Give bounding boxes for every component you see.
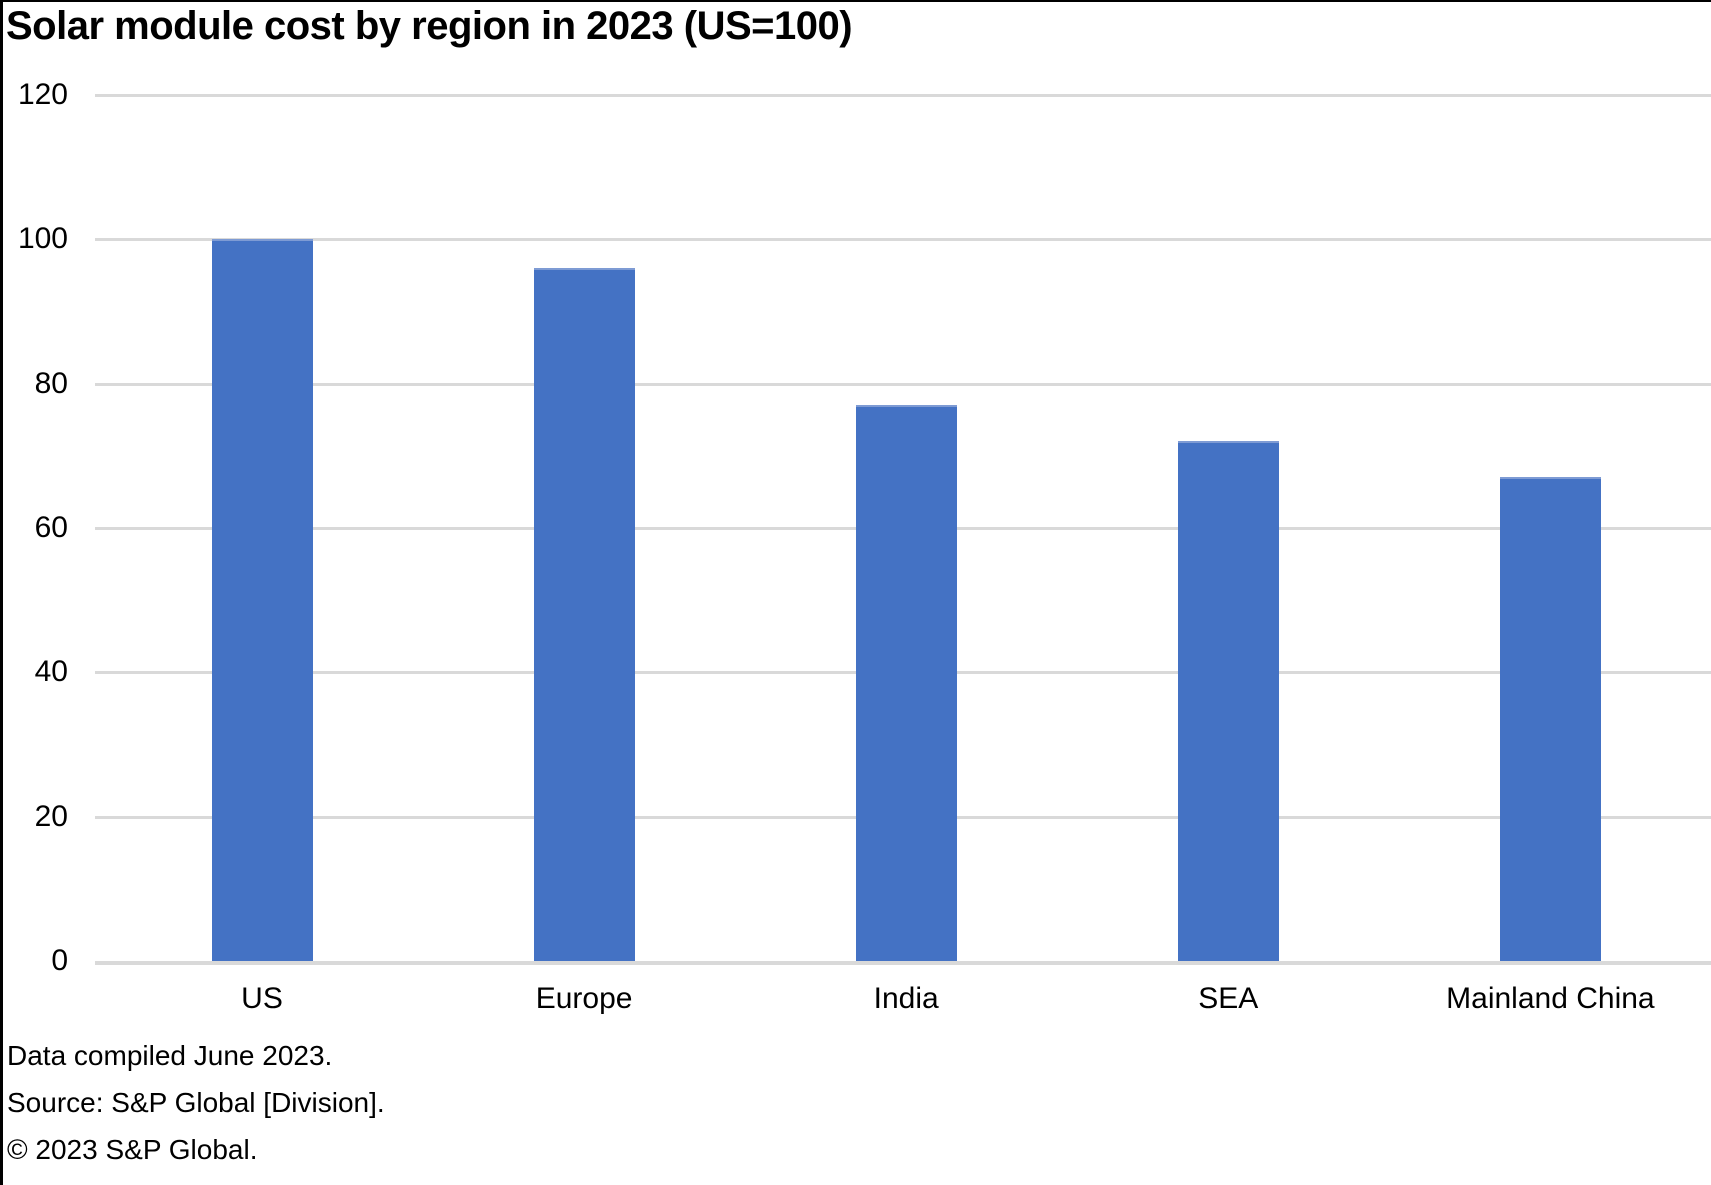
gridline-100 xyxy=(95,238,1711,242)
bar-india xyxy=(855,405,957,961)
gridline-120 xyxy=(95,94,1711,97)
y-tick-label-120: 120 xyxy=(17,78,68,111)
footnote-source: Source: S&P Global [Division]. xyxy=(7,1087,385,1118)
y-tick-label-0: 0 xyxy=(51,944,68,977)
bar-us xyxy=(211,239,313,961)
x-category-label-india: India xyxy=(873,982,939,1015)
chart-title: Solar module cost by region in 2023 (US=… xyxy=(6,4,853,48)
bar-mainland-china xyxy=(1499,477,1601,961)
footnote-data-compiled: Data compiled June 2023. xyxy=(7,1040,333,1071)
x-axis-line xyxy=(95,961,1711,965)
y-tick-label-80: 80 xyxy=(34,366,68,400)
x-category-label-us: US xyxy=(241,982,283,1015)
y-tick-label-20: 20 xyxy=(34,799,68,833)
bar-sea xyxy=(1177,441,1279,961)
bar-europe xyxy=(533,268,635,961)
x-category-label-mainland-china: Mainland China xyxy=(1446,982,1655,1015)
y-tick-label-40: 40 xyxy=(34,655,68,689)
gridline-80 xyxy=(95,382,1711,386)
y-tick-label-100: 100 xyxy=(17,222,68,256)
y-tick-label-60: 60 xyxy=(34,511,68,544)
x-category-label-europe: Europe xyxy=(535,982,633,1015)
chart-footnotes: Data compiled June 2023. Source: S&P Glo… xyxy=(7,1032,385,1173)
x-category-label-sea: SEA xyxy=(1198,982,1259,1015)
footnote-copyright: © 2023 S&P Global. xyxy=(7,1134,258,1165)
